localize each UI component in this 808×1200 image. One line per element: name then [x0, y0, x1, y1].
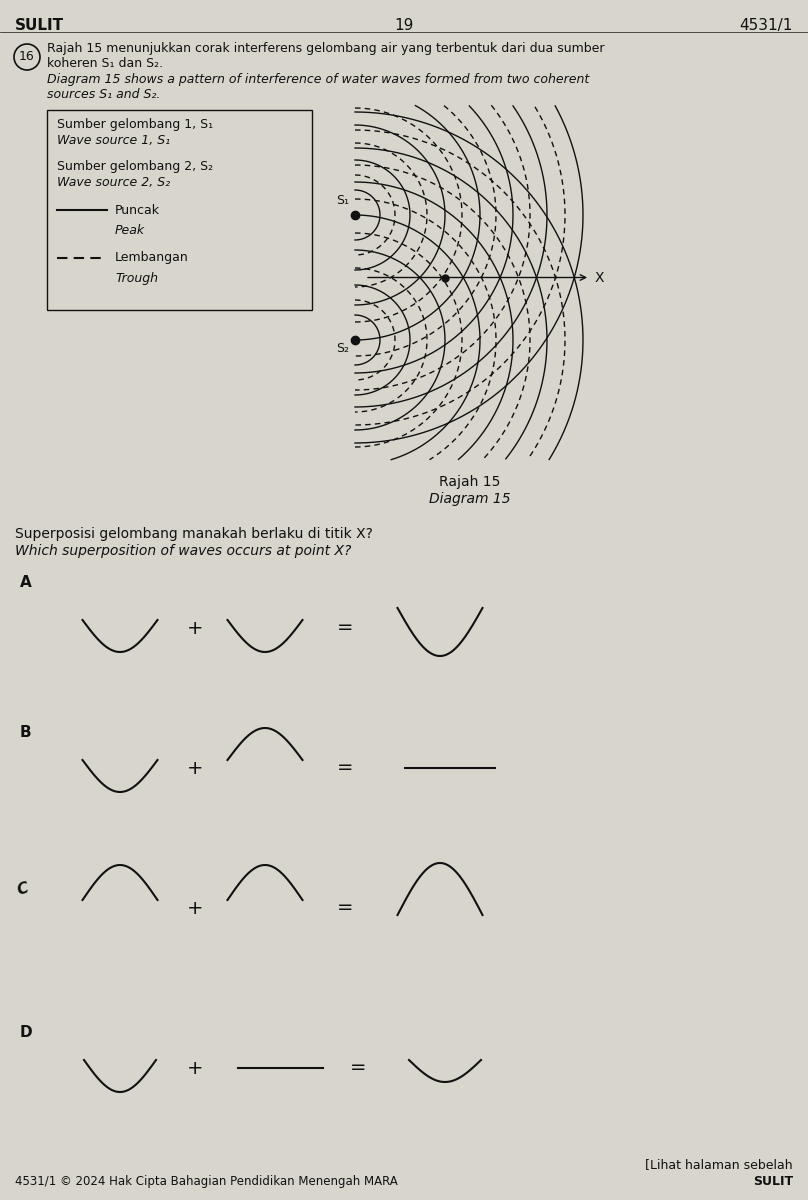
Text: Rajah 15: Rajah 15 — [440, 475, 501, 490]
Text: Wave source 2, S₂: Wave source 2, S₂ — [57, 176, 170, 188]
Text: SULIT: SULIT — [15, 18, 64, 32]
Text: koheren S₁ dan S₂.: koheren S₁ dan S₂. — [47, 56, 163, 70]
Text: B: B — [20, 725, 32, 740]
Text: S₁: S₁ — [336, 194, 349, 206]
Text: 19: 19 — [394, 18, 414, 32]
Text: Superposisi gelombang manakah berlaku di titik X?: Superposisi gelombang manakah berlaku di… — [15, 527, 372, 541]
Text: SULIT: SULIT — [753, 1175, 793, 1188]
Text: Peak: Peak — [115, 224, 145, 236]
Text: =: = — [337, 899, 353, 918]
Text: C: C — [15, 880, 30, 898]
Text: Puncak: Puncak — [115, 204, 160, 216]
Text: 4531/1 © 2024 Hak Cipta Bahagian Pendidikan Menengah MARA: 4531/1 © 2024 Hak Cipta Bahagian Pendidi… — [15, 1175, 398, 1188]
Text: Rajah 15 menunjukkan corak interferens gelombang air yang terbentuk dari dua sum: Rajah 15 menunjukkan corak interferens g… — [47, 42, 604, 55]
Text: +: + — [187, 1058, 204, 1078]
Text: Sumber gelombang 2, S₂: Sumber gelombang 2, S₂ — [57, 160, 213, 173]
Text: Lembangan: Lembangan — [115, 252, 189, 264]
Text: S₂: S₂ — [336, 342, 349, 355]
Text: sources S₁ and S₂.: sources S₁ and S₂. — [47, 88, 160, 101]
Text: Sumber gelombang 1, S₁: Sumber gelombang 1, S₁ — [57, 118, 213, 131]
Text: X: X — [595, 270, 604, 284]
Text: =: = — [337, 758, 353, 778]
Text: 4531/1: 4531/1 — [739, 18, 793, 32]
Text: [Lihat halaman sebelah: [Lihat halaman sebelah — [646, 1158, 793, 1171]
Text: +: + — [187, 758, 204, 778]
Text: D: D — [20, 1025, 32, 1040]
Text: Wave source 1, S₁: Wave source 1, S₁ — [57, 134, 170, 146]
Text: +: + — [187, 899, 204, 918]
Text: Diagram 15 shows a pattern of interference of water waves formed from two cohere: Diagram 15 shows a pattern of interferen… — [47, 73, 589, 86]
Text: Which superposition of waves occurs at point X?: Which superposition of waves occurs at p… — [15, 544, 351, 558]
Text: Diagram 15: Diagram 15 — [429, 492, 511, 506]
Text: Trough: Trough — [115, 272, 158, 284]
Text: 16: 16 — [19, 50, 35, 64]
Text: =: = — [350, 1058, 366, 1078]
Text: +: + — [187, 618, 204, 637]
Text: =: = — [337, 618, 353, 637]
Text: A: A — [20, 575, 32, 590]
